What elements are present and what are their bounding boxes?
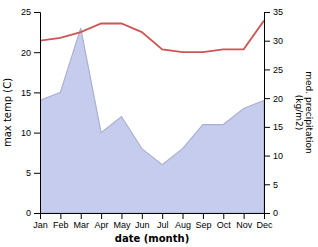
tick-mark <box>121 213 122 219</box>
tick-label: Feb <box>53 220 69 230</box>
tick-mark <box>223 213 224 219</box>
tick: Mar <box>73 213 89 230</box>
tick-mark <box>60 213 61 219</box>
tick-label: 10 <box>21 128 31 138</box>
tick-label: 25 <box>273 65 283 75</box>
tick-mark <box>34 133 40 134</box>
tick-label: 5 <box>273 180 278 190</box>
tick: 5 <box>26 168 40 178</box>
tick-mark <box>264 12 270 13</box>
tick-label: 5 <box>26 168 31 178</box>
tick-label: 0 <box>26 208 31 218</box>
tick-mark <box>34 213 40 214</box>
tick: 25 <box>21 7 40 17</box>
tick-label: Aug <box>175 220 191 230</box>
tick: Feb <box>53 213 69 230</box>
tick: 30 <box>264 36 283 46</box>
tick-label: Jun <box>135 220 150 230</box>
tick: 35 <box>264 7 283 17</box>
tick-mark <box>34 92 40 93</box>
axis-line <box>34 13 41 214</box>
y-axis: 0 5 10 15 20 25 <box>21 7 41 218</box>
tick-label: 20 <box>273 94 283 104</box>
tick-label: Dec <box>256 220 273 230</box>
tick: 20 <box>21 48 40 58</box>
tick-label: 35 <box>273 7 283 17</box>
y2-axis-title-line: med. precipitation <box>304 71 314 153</box>
tick-label: Sep <box>195 220 211 230</box>
tick: Dec <box>256 213 273 230</box>
tick: Jul <box>157 213 169 230</box>
tick-mark <box>81 213 82 219</box>
chart: JanFebMarAprMayJunJulAugSepOctNovDec0510… <box>0 0 318 247</box>
tick-label: May <box>113 220 131 230</box>
tick-label: Mar <box>73 220 89 230</box>
tick: Jun <box>135 213 150 230</box>
tick: 0 <box>264 208 278 218</box>
tick: 15 <box>21 88 40 98</box>
tick: 10 <box>21 128 40 138</box>
tick-label: 15 <box>273 122 283 132</box>
tick: May <box>113 213 131 230</box>
tick-mark <box>264 213 270 214</box>
tick-label: Apr <box>95 220 109 230</box>
tick-mark <box>264 184 270 185</box>
tick-mark <box>264 156 270 157</box>
x-axis: Jan Feb Mar Apr May Jun Jul Aug Sep Oct NovDec <box>33 213 273 230</box>
tick-mark <box>264 41 270 42</box>
tick-label: Nov <box>236 220 253 230</box>
tick-label: 0 <box>273 208 278 218</box>
tick-label: Oct <box>217 220 232 230</box>
y2-axis-title: med. precipitation(kg/m2) <box>294 71 314 153</box>
marks <box>40 21 264 213</box>
tick: 10 <box>264 151 283 161</box>
plot: JanFebMarAprMayJunJulAugSepOctNovDec0510… <box>21 7 283 230</box>
tick: Apr <box>95 213 109 230</box>
tick-label: Jul <box>157 220 169 230</box>
tick-mark <box>244 213 245 219</box>
tick-mark <box>264 69 270 70</box>
tick: 15 <box>264 122 283 132</box>
tick-mark <box>162 213 163 219</box>
tick-label: Jan <box>33 220 48 230</box>
y-axis-title: max temp (C) <box>2 78 13 147</box>
tick: Oct <box>217 213 232 230</box>
tick-mark <box>203 213 204 219</box>
tick-mark <box>183 213 184 219</box>
tick-mark <box>34 173 40 174</box>
tick-mark <box>142 213 143 219</box>
tick: Jan <box>33 213 48 230</box>
tick-mark <box>264 127 270 128</box>
tick-mark <box>34 52 40 53</box>
x-axis-title: date (month) <box>115 233 189 244</box>
y2-axis-title-line: (kg/m2) <box>294 95 304 130</box>
tick: Aug <box>175 213 191 230</box>
line <box>40 21 264 53</box>
tick-label: 15 <box>21 88 31 98</box>
axis-line <box>265 13 271 214</box>
axis-line <box>41 214 265 220</box>
tick: Sep <box>195 213 211 230</box>
y2-axis: 0 5 10 15 20 25 30 35 <box>264 7 283 218</box>
area <box>40 28 264 213</box>
tick-label: 25 <box>21 7 31 17</box>
tick-label: 30 <box>273 36 283 46</box>
tick: 5 <box>264 180 278 190</box>
tick-mark <box>34 12 40 13</box>
tick-mark <box>101 213 102 219</box>
tick-mark <box>264 98 270 99</box>
tick: 0 <box>26 208 40 218</box>
tick: 25 <box>264 65 283 75</box>
tick: Nov <box>236 213 253 230</box>
tick-label: 10 <box>273 151 283 161</box>
tick: 20 <box>264 94 283 104</box>
tick-label: 20 <box>21 48 31 58</box>
